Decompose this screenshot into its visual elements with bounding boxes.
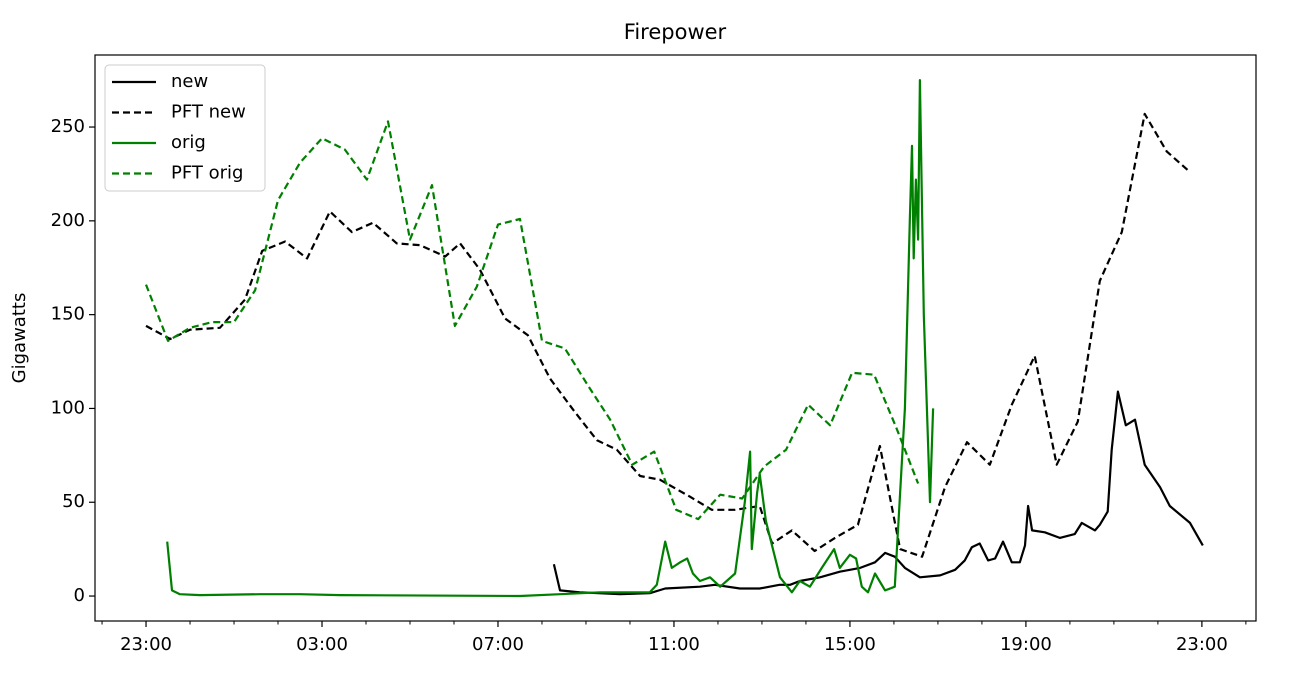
x-tick-label: 15:00 — [824, 634, 876, 655]
y-tick-label: 150 — [51, 304, 85, 325]
y-tick-label: 200 — [51, 210, 85, 231]
x-tick-label: 03:00 — [296, 634, 348, 655]
legend-label: orig — [171, 132, 206, 153]
y-axis-label: Gigawatts — [9, 293, 30, 384]
series-line — [552, 390, 1204, 596]
x-tick-label: 11:00 — [648, 634, 700, 655]
y-tick-label: 250 — [51, 116, 85, 137]
y-tick-label: 0 — [74, 585, 85, 606]
x-tick-label: 19:00 — [1000, 634, 1052, 655]
legend-label: new — [171, 71, 208, 92]
chart-title: Firepower — [624, 20, 727, 44]
plot-frame — [94, 54, 1257, 622]
legend-label: PFT new — [171, 102, 246, 123]
legend-box — [104, 64, 266, 192]
series-line — [145, 112, 1191, 558]
x-tick-label: 07:00 — [472, 634, 524, 655]
x-tick-label: 23:00 — [120, 634, 172, 655]
series-line — [144, 120, 920, 521]
y-tick-label: 100 — [51, 397, 85, 418]
legend-label: PFT orig — [171, 163, 243, 184]
x-tick-label: 23:00 — [1176, 634, 1228, 655]
y-tick-label: 50 — [62, 491, 85, 512]
series-line — [166, 79, 935, 598]
